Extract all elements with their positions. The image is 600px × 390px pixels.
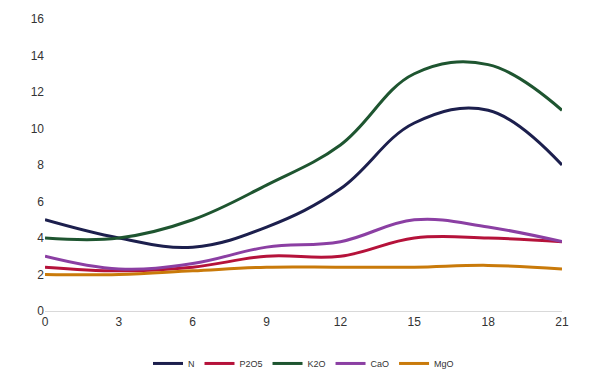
svg-text:16: 16 bbox=[31, 12, 45, 26]
svg-text:6: 6 bbox=[37, 195, 44, 209]
svg-text:6: 6 bbox=[189, 315, 196, 329]
svg-text:N: N bbox=[188, 359, 195, 369]
svg-text:14: 14 bbox=[31, 49, 45, 63]
svg-text:10: 10 bbox=[31, 122, 45, 136]
svg-text:12: 12 bbox=[31, 85, 45, 99]
svg-text:MgO: MgO bbox=[434, 359, 454, 369]
svg-text:12: 12 bbox=[334, 315, 348, 329]
svg-text:0: 0 bbox=[37, 304, 44, 318]
svg-text:P2O5: P2O5 bbox=[240, 359, 263, 369]
svg-text:8: 8 bbox=[37, 158, 44, 172]
svg-text:3: 3 bbox=[116, 315, 123, 329]
svg-text:2: 2 bbox=[37, 268, 44, 282]
svg-text:9: 9 bbox=[263, 315, 270, 329]
svg-text:K2O: K2O bbox=[308, 359, 326, 369]
svg-text:21: 21 bbox=[555, 315, 569, 329]
svg-text:15: 15 bbox=[408, 315, 422, 329]
svg-text:CaO: CaO bbox=[371, 359, 390, 369]
svg-text:18: 18 bbox=[481, 315, 495, 329]
svg-text:4: 4 bbox=[37, 231, 44, 245]
svg-text:0: 0 bbox=[42, 315, 49, 329]
